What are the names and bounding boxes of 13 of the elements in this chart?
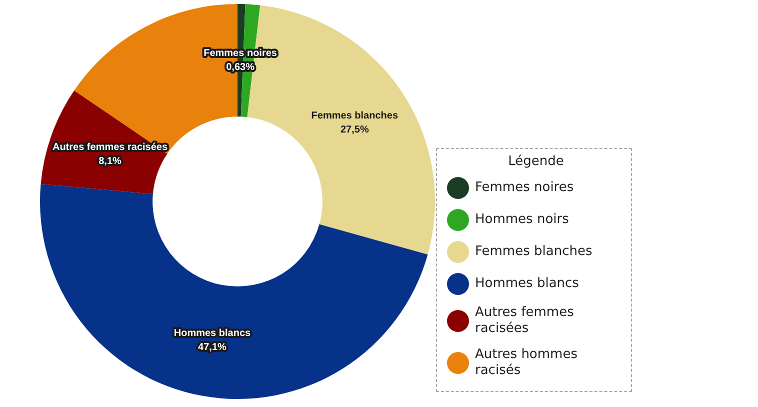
legend-label: Autres femmes racisées	[475, 305, 575, 337]
slice-label: Autres femmes racisées	[52, 142, 168, 153]
data-label: 8,1%	[98, 156, 122, 167]
slice-label: Femmes blanches	[311, 110, 398, 122]
legend-title: Légende	[507, 154, 565, 169]
data-label: 47,1%	[198, 342, 227, 354]
slice-label: Hommes blancs	[174, 328, 252, 340]
legend-label: Autres hommes racisés	[475, 347, 578, 379]
legend-label: Femmes noires	[475, 180, 574, 196]
legend-label: Femmes blanches	[475, 244, 592, 260]
data-label: 27,5%	[340, 124, 369, 136]
legend-label: Hommes blancs	[475, 276, 579, 292]
legend-label: Hommes noirs	[475, 212, 569, 228]
